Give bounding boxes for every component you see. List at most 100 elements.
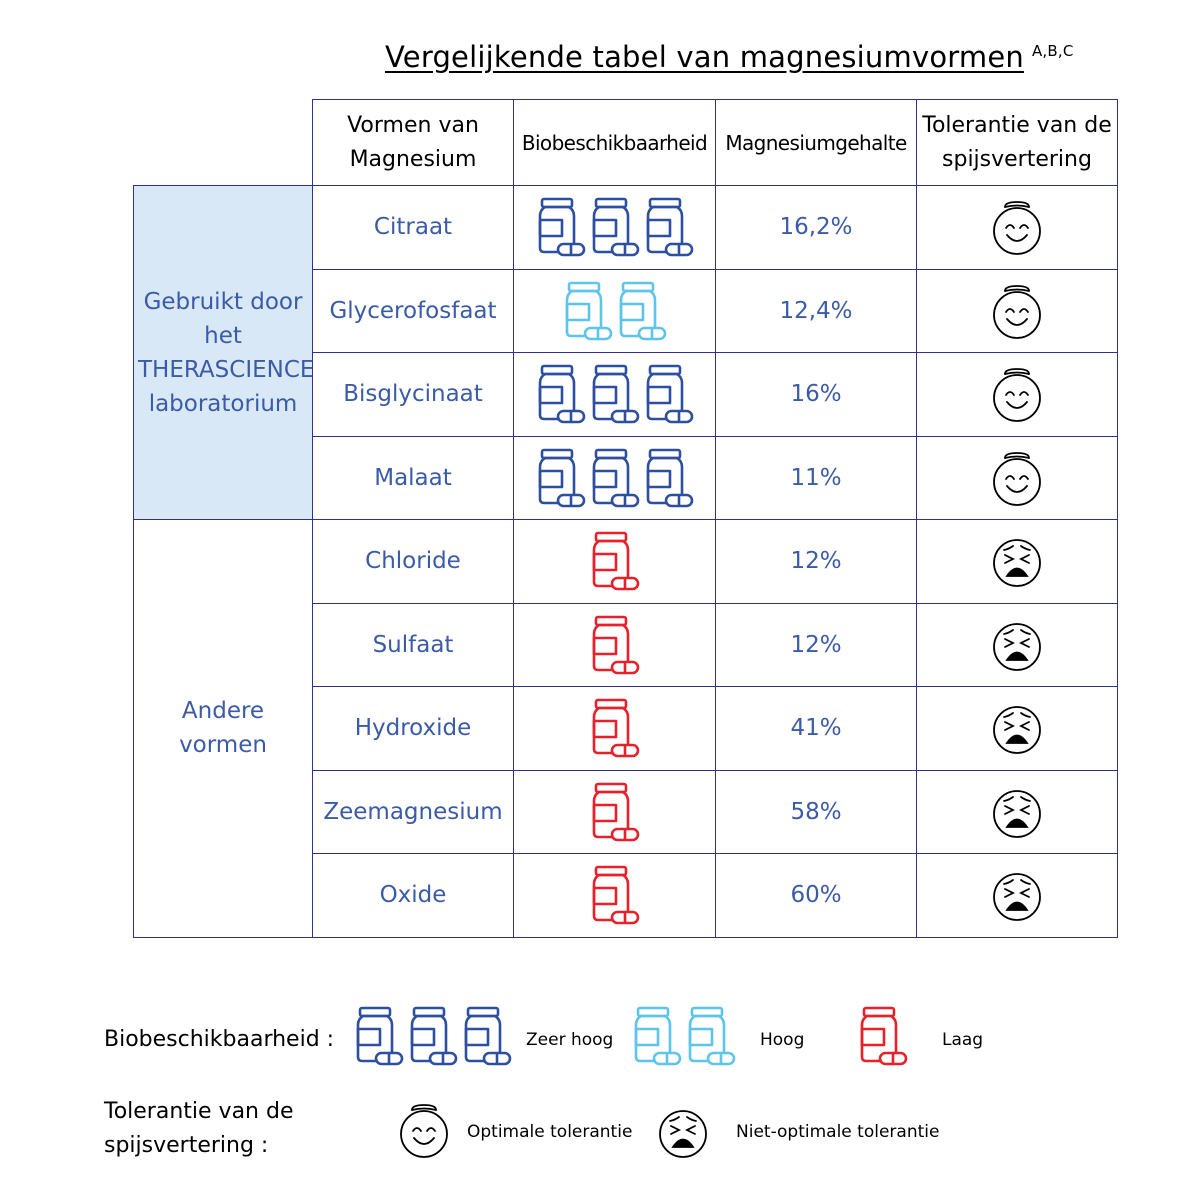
legend-low-icons: [858, 1005, 908, 1071]
group-cell: Gebruikt door het THERASCIENCE laborator…: [133, 185, 315, 520]
form-cell: Bisglycinaat: [312, 352, 514, 437]
group-label: Andere vormen: [179, 698, 267, 759]
bottle-icon: [464, 1006, 512, 1066]
group-label: Gebruikt door het THERASCIENCE laborator…: [138, 288, 315, 417]
form-name: Sulfaat: [372, 631, 454, 658]
form-cell: Sulfaat: [312, 602, 514, 687]
bottle-icon: [688, 1006, 736, 1066]
bottle-icon: [646, 197, 693, 257]
tolerance-cell: [916, 769, 1118, 854]
legend-very-high-icons: [354, 1005, 512, 1067]
tolerance-cell: [916, 602, 1118, 687]
header-form: Vormen van Magnesium: [312, 99, 514, 186]
angel-smiley-icon: [993, 368, 1041, 423]
form-name: Bisglycinaat: [343, 381, 483, 408]
angel-smiley-icon: [400, 1104, 448, 1158]
distressed-face-icon: [993, 789, 1041, 838]
magnesium-content: 41%: [790, 715, 842, 742]
legend-high: Hoog: [760, 1030, 805, 1050]
bottle-icon: [538, 364, 585, 424]
title-text: Vergelijkende tabel van magnesiumvormen: [385, 40, 1024, 74]
distressed-face-icon: [993, 873, 1041, 922]
form-cell: Malaat: [312, 435, 514, 520]
bottle-icon: [646, 364, 693, 424]
legend-optimal: Optimale tolerantie: [467, 1122, 633, 1142]
tolerance-cell: [916, 435, 1118, 520]
legend-non-optimal-icon: [657, 1102, 709, 1166]
angel-smiley-icon: [993, 451, 1041, 506]
header-form-text: Vormen van Magnesium: [347, 112, 479, 172]
content-cell: 11%: [715, 435, 917, 520]
tolerance-cell: [916, 519, 1118, 604]
magnesium-content: 58%: [790, 798, 842, 825]
header-tolerance-text: Tolerantie van de spijsvertering: [922, 112, 1112, 172]
magnesium-content: 16,2%: [779, 214, 853, 241]
content-cell: 16,2%: [715, 185, 917, 270]
form-name: Hydroxide: [354, 715, 472, 742]
legend-tolerance-label: Tolerantie van de spijsvertering :: [104, 1099, 294, 1158]
content-cell: 60%: [715, 853, 917, 938]
bottle-icon: [538, 448, 585, 508]
bioavailability-cell: [513, 352, 716, 437]
bottle-icon: [592, 364, 639, 424]
content-cell: 58%: [715, 769, 917, 854]
bottle-icon: [646, 448, 693, 508]
magnesium-content: 12,4%: [779, 297, 853, 324]
legend-low: Laag: [942, 1030, 984, 1050]
bottle-icon: [634, 1006, 682, 1066]
form-name: Oxide: [379, 882, 447, 909]
bottle-icon: [565, 281, 612, 341]
form-cell: Chloride: [312, 519, 514, 604]
tolerance-cell: [916, 853, 1118, 938]
content-cell: 12,4%: [715, 268, 917, 353]
content-cell: 12%: [715, 519, 917, 604]
content-cell: 41%: [715, 686, 917, 771]
legend-non-optimal: Niet-optimale tolerantie: [736, 1122, 940, 1142]
angel-smiley-icon: [993, 284, 1041, 339]
form-name: Chloride: [365, 548, 461, 575]
header-bio: Biobeschikbaarheid: [513, 99, 716, 186]
content-cell: 16%: [715, 352, 917, 437]
bioavailability-cell: [513, 853, 716, 938]
distressed-face-icon: [993, 706, 1041, 755]
page-title: Vergelijkende tabel van magnesiumvormen A…: [385, 40, 1074, 74]
distressed-face-icon: [659, 1110, 707, 1158]
bioavailability-cell: [513, 185, 716, 270]
bottle-icon: [538, 197, 585, 257]
angel-smiley-icon: [993, 201, 1041, 256]
form-name: Citraat: [373, 214, 453, 241]
bottle-icon: [592, 615, 639, 675]
form-cell: Citraat: [312, 185, 514, 270]
header-bio-text: Biobeschikbaarheid: [521, 130, 708, 155]
bottle-icon: [410, 1006, 458, 1066]
form-cell: Oxide: [312, 853, 514, 938]
bottle-icon: [592, 531, 639, 591]
bottle-icon: [592, 865, 639, 925]
form-name: Glycerofosfaat: [329, 297, 497, 324]
bioavailability-cell: [513, 435, 716, 520]
tolerance-cell: [916, 352, 1118, 437]
bottle-icon: [592, 698, 639, 758]
tolerance-cell: [916, 686, 1118, 771]
legend-optimal-icon: [398, 1100, 450, 1164]
bottle-icon: [619, 281, 666, 341]
tolerance-cell: [916, 185, 1118, 270]
form-cell: Zeemagnesium: [312, 769, 514, 854]
form-name: Malaat: [374, 464, 452, 491]
form-cell: Hydroxide: [312, 686, 514, 771]
bioavailability-cell: [513, 268, 716, 353]
form-name: Zeemagnesium: [323, 798, 503, 825]
form-cell: Glycerofosfaat: [312, 268, 514, 353]
bottle-icon: [592, 448, 639, 508]
bottle-icon: [592, 197, 639, 257]
magnesium-content: 16%: [790, 381, 842, 408]
bottle-icon: [592, 782, 639, 842]
header-content: Magnesiumgehalte: [715, 99, 917, 186]
bottle-icon: [356, 1006, 404, 1066]
bottle-icon: [860, 1006, 908, 1066]
header-tolerance: Tolerantie van de spijsvertering: [916, 99, 1118, 186]
legend-very-high: Zeer hoog: [526, 1030, 614, 1050]
magnesium-content: 11%: [790, 464, 842, 491]
distressed-face-icon: [993, 539, 1041, 588]
bioavailability-cell: [513, 519, 716, 604]
